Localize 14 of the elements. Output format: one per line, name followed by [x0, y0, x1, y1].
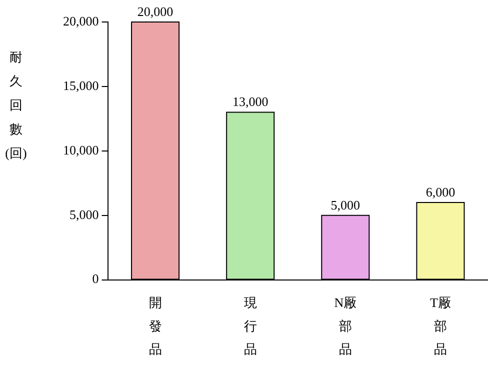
- y-tick-label: 20,000: [63, 13, 99, 28]
- x-tick-label: 現行品: [244, 294, 257, 357]
- data-label: 6,000: [426, 184, 456, 200]
- y-tick-label: 0: [92, 271, 99, 286]
- data-label: 5,000: [330, 197, 360, 212]
- y-tick-label: 15,000: [63, 78, 99, 93]
- y-axis-title: 耐久回數(回): [5, 49, 27, 160]
- data-label: 20,000: [137, 4, 174, 19]
- y-tick-label: 10,000: [63, 142, 99, 158]
- x-tick-label: N厰部品: [334, 294, 357, 357]
- y-tick-label: 5,000: [70, 206, 99, 222]
- x-tick-label: 開發品: [148, 294, 162, 357]
- x-tick-label: T厰部品: [430, 294, 451, 357]
- data-label: 13,000: [232, 94, 268, 110]
